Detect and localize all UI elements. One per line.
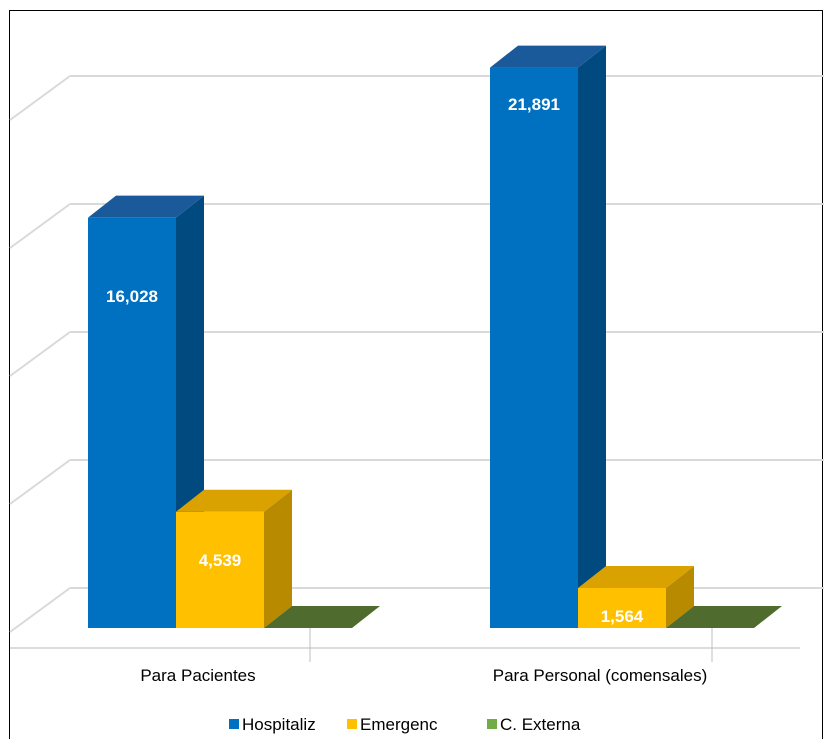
bar-1-1-side (666, 565, 694, 628)
legend-swatch-hospitaliz (229, 719, 239, 729)
legend-swatch-c-externa (487, 719, 497, 729)
bars (88, 45, 782, 629)
data-label-1-1: 1,564 (601, 607, 644, 626)
bar-1-0-top (490, 45, 606, 68)
bar-0-1-top (176, 489, 292, 512)
category-label-personal: Para Personal (comensales) (493, 666, 707, 685)
data-label-0-0: 16,028 (106, 287, 158, 306)
legend-label-emergenc: Emergenc (360, 715, 438, 734)
gridline-side-0 (9, 587, 71, 633)
bar-1-0-front (490, 67, 578, 629)
legend-item-emergenc[interactable]: Emergenc (347, 715, 438, 734)
bar-0-2-top (264, 606, 380, 628)
gridline-side-10000 (9, 331, 71, 377)
legend-swatch-emergenc (347, 719, 357, 729)
legend-label-c-externa: C. Externa (500, 715, 581, 734)
gridline-side-15000 (9, 203, 71, 249)
category-label-pacientes: Para Pacientes (140, 666, 255, 685)
bar-1-0-side (578, 45, 606, 629)
data-label-0-1: 4,539 (199, 551, 242, 570)
bar-0-0-top (88, 195, 204, 218)
legend: Hospitaliz Emergenc C. Externa (229, 715, 581, 734)
gridline-side-5000 (9, 459, 71, 505)
bar-1-1-top (578, 565, 694, 588)
bar-0-1-side (264, 489, 292, 628)
legend-item-hospitaliz[interactable]: Hospitaliz (229, 715, 316, 734)
bar-0-0-front (88, 217, 176, 628)
x-axis: Para Pacientes Para Personal (comensales… (140, 666, 707, 685)
data-labels: 16,028 4,539 21,891 1,564 (106, 95, 644, 626)
data-label-1-0: 21,891 (508, 95, 560, 114)
gridline-side-20000 (9, 75, 71, 121)
bar-1-2-top (666, 606, 782, 628)
bar-0-1-front (176, 511, 264, 628)
legend-item-c-externa[interactable]: C. Externa (487, 715, 581, 734)
bar-1-1-front (578, 587, 666, 628)
legend-label-hospitaliz: Hospitaliz (242, 715, 316, 734)
